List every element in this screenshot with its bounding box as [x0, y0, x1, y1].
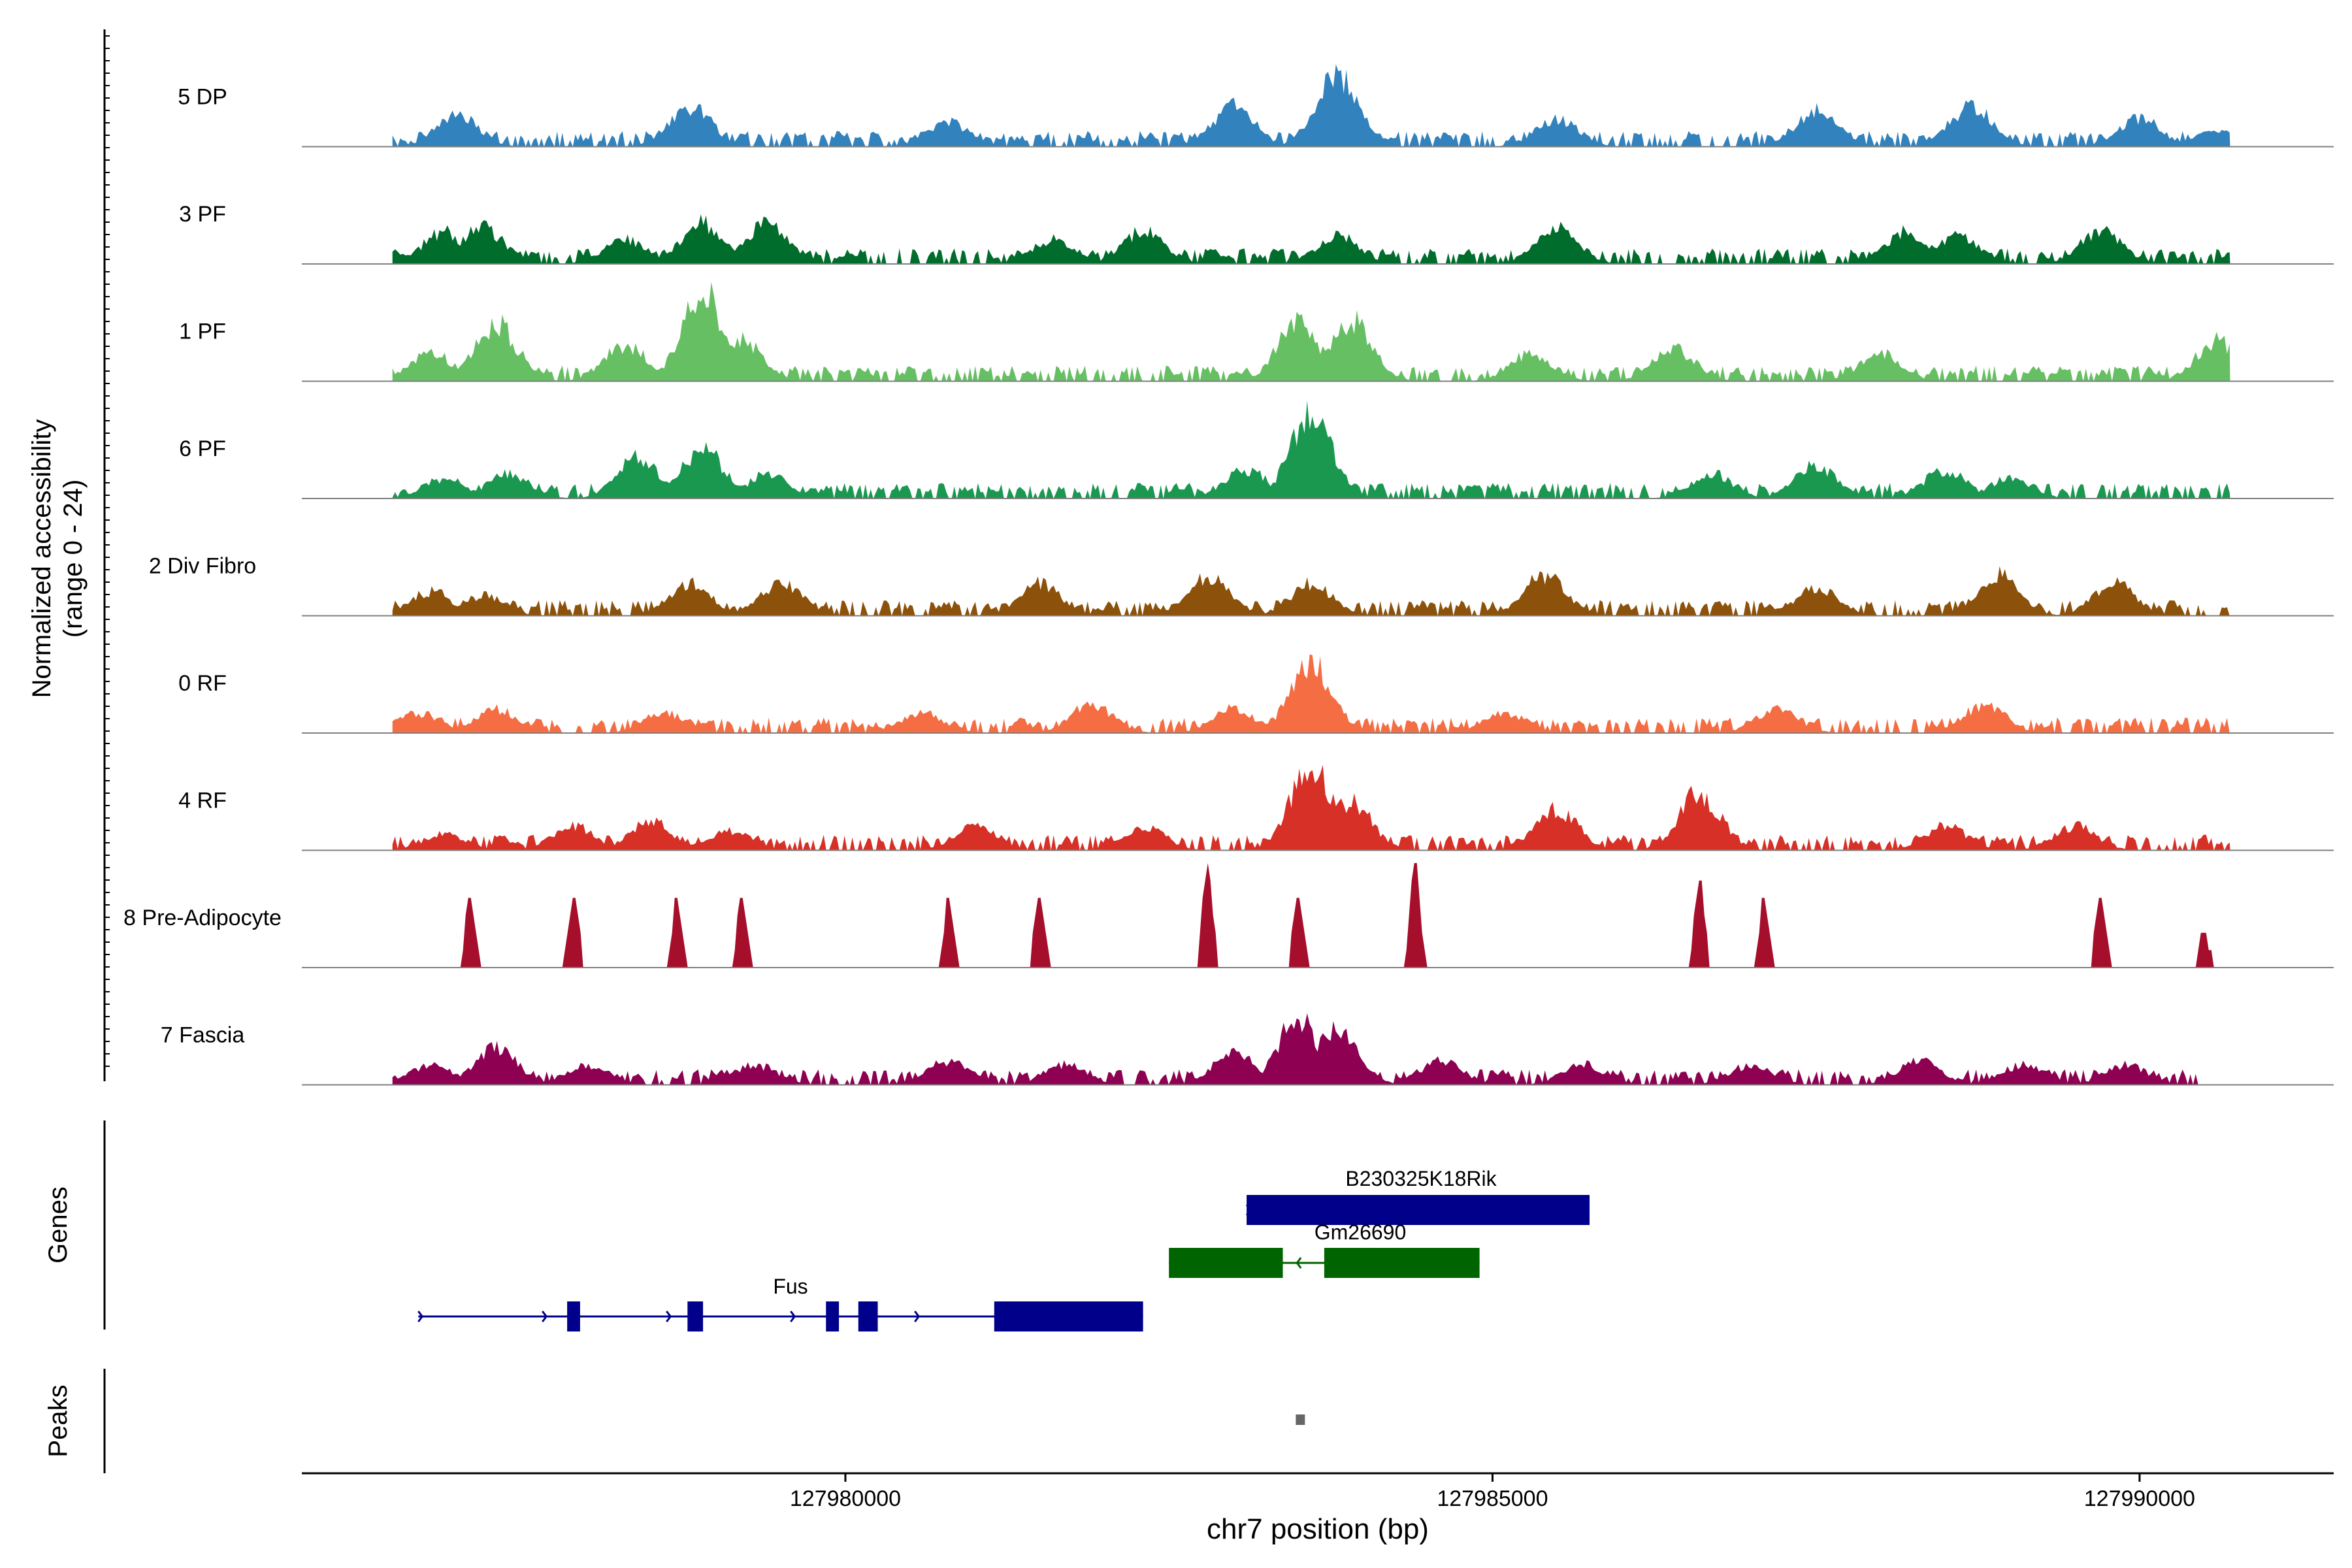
- strand-arrow: [1296, 1257, 1302, 1269]
- genes-panel-label: Genes: [44, 1186, 73, 1264]
- track-6-pf: 6 PF: [179, 400, 2334, 499]
- track-7-fascia: 7 Fascia: [161, 1013, 2334, 1086]
- track-coverage-area: [392, 214, 2230, 264]
- gene-exon: [567, 1301, 580, 1331]
- gene-label: B230325K18Rik: [1345, 1167, 1497, 1190]
- strand-arrow: [914, 1311, 921, 1322]
- track-label: 1 PF: [179, 319, 226, 344]
- y-axis-label-line1: Normalized accessibility: [27, 419, 56, 698]
- gene-exon: [1169, 1248, 1283, 1278]
- strand-arrow: [417, 1311, 424, 1322]
- track-coverage-area: [392, 400, 2230, 498]
- x-axis-label: chr7 position (bp): [1207, 1513, 1429, 1545]
- gene-exon: [826, 1301, 840, 1331]
- x-tick-label: 127980000: [790, 1486, 901, 1511]
- track-0-rf: 0 RF: [178, 654, 2334, 734]
- track-label: 3 PF: [179, 202, 226, 227]
- track-coverage-area: [392, 654, 2230, 733]
- gene-label: Fus: [773, 1275, 808, 1298]
- track-coverage-area: [392, 1013, 2204, 1085]
- gene-gm26690: Gm26690: [1169, 1220, 1480, 1278]
- x-axis: chr7 position (bp) 127980000 127985000 127…: [302, 1472, 2334, 1545]
- gene-fus: Fus: [417, 1275, 1143, 1331]
- track-label: 6 PF: [179, 436, 226, 461]
- y-axis: Normalized accessibility (range 0 - 24): [27, 29, 110, 1081]
- x-tick-label: 127985000: [1437, 1486, 1548, 1511]
- gene-exon: [1324, 1248, 1480, 1278]
- peaks-panel: Peaks: [44, 1369, 1305, 1473]
- gene-exon: [687, 1301, 704, 1331]
- track-coverage-area: [392, 64, 2230, 147]
- y-axis-label-line2: (range 0 - 24): [59, 480, 88, 638]
- peaks-panel-label: Peaks: [44, 1384, 73, 1457]
- gene-exon: [994, 1301, 1143, 1331]
- track-coverage-area: [392, 566, 2230, 616]
- track-8-pre-adipocyte: 8 Pre-Adipocyte: [123, 863, 2334, 968]
- strand-arrow: [790, 1311, 796, 1322]
- gene-label: Gm26690: [1315, 1220, 1407, 1244]
- track-1-pf: 1 PF: [179, 282, 2334, 382]
- track-label: 7 Fascia: [161, 1023, 245, 1048]
- track-label: 8 Pre-Adipocyte: [123, 906, 282, 930]
- track-3-pf: 3 PF: [179, 202, 2334, 265]
- track-label: 4 RF: [178, 789, 227, 813]
- gene-b230325k18rik: B230325K18Rik: [1245, 1167, 1590, 1225]
- track-2-div-fibro: 2 Div Fibro: [149, 554, 2334, 617]
- track-label: 2 Div Fibro: [149, 554, 256, 579]
- track-5-dp: 5 DP: [178, 64, 2334, 148]
- track-coverage-area: [392, 282, 2230, 382]
- gene-exon: [1247, 1195, 1590, 1225]
- gene-exon: [858, 1301, 878, 1331]
- track-label: 0 RF: [178, 671, 227, 696]
- coverage-tracks: 5 DP 3 PF 1 PF 6 PF 2 Div Fibro 0 RF 4 RF 8 Pre…: [123, 64, 2334, 1086]
- strand-arrow: [542, 1311, 548, 1322]
- x-tick-label: 127990000: [2084, 1486, 2195, 1511]
- track-coverage-area: [392, 863, 2230, 968]
- peak-region: [1296, 1414, 1305, 1425]
- strand-arrow: [666, 1311, 672, 1322]
- genes-panel: Genes Fus B230325K18Rik Gm26690: [44, 1120, 1590, 1331]
- track-4-rf: 4 RF: [178, 764, 2334, 851]
- track-coverage-area: [392, 764, 2230, 851]
- track-label: 5 DP: [178, 85, 227, 110]
